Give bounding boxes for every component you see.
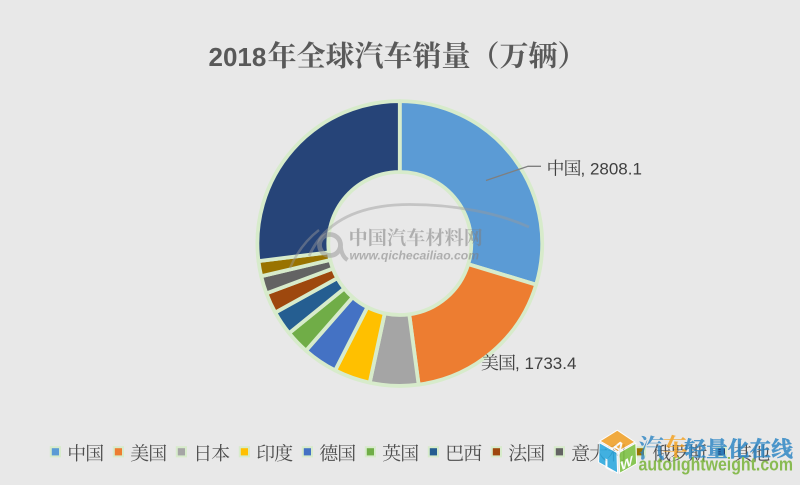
svg-text:, 2808.1: , 2808.1	[581, 159, 642, 178]
svg-text:W: W	[621, 452, 634, 474]
svg-text:2018: 2018	[209, 42, 267, 72]
svg-text:autolightweight.com: autolightweight.com	[639, 455, 794, 475]
svg-text:L: L	[605, 455, 614, 475]
svg-text:www.qichecailiao.com: www.qichecailiao.com	[350, 249, 480, 263]
svg-text:, 1733.4: , 1733.4	[515, 354, 576, 373]
